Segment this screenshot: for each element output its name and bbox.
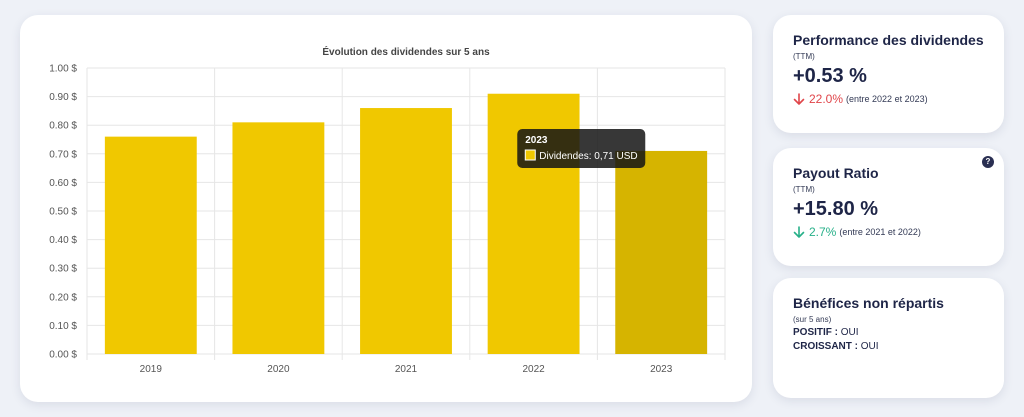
croissant-value: OUI [860, 341, 879, 352]
y-tick-label: 0.50 $ [49, 207, 77, 218]
payout-ratio-card: ? Payout Ratio (TTM) +15.80 % 2.7% (entr… [773, 148, 1004, 266]
x-tick-label: 2022 [522, 364, 545, 375]
croissant-label: CROISSANT : [793, 341, 858, 352]
dividend-performance-card: Performance des dividendes (TTM) +0.53 %… [773, 15, 1004, 133]
y-tick-label: 0.80 $ [49, 121, 77, 132]
chart-title: Évolution des dividendes sur 5 ans [322, 45, 490, 58]
performance-change-text: (entre 2022 et 2023) [846, 94, 928, 104]
retained-earnings-card: Bénéfices non répartis (sur 5 ans) POSIT… [773, 278, 1004, 398]
x-tick-label: 2021 [395, 364, 418, 375]
tooltip-label: Dividendes: 0,71 USD [539, 151, 637, 162]
y-tick-label: 1.00 $ [49, 64, 77, 75]
payout-change-value: 2.7% [809, 225, 837, 239]
y-tick-label: 0.70 $ [49, 149, 77, 160]
performance-value: +0.53 % [793, 65, 867, 87]
bar-2020 [232, 122, 325, 354]
y-tick-label: 0.10 $ [49, 321, 77, 332]
positif-value: OUI [840, 327, 859, 338]
retained-title: Bénéfices non répartis [793, 295, 944, 311]
performance-change: 22.0% (entre 2022 et 2023) [793, 92, 984, 106]
payout-subtitle: (TTM) [793, 185, 815, 194]
arrow-down-icon [793, 92, 805, 105]
croissant-row: CROISSANT : OUI [793, 341, 984, 352]
bar-2023 [615, 150, 708, 354]
tooltip-title: 2023 [525, 135, 548, 146]
payout-title: Payout Ratio [793, 165, 879, 181]
y-tick-label: 0.90 $ [49, 92, 77, 103]
dividend-bar-chart: Évolution des dividendes sur 5 ans 0.00 $… [49, 45, 726, 375]
tooltip-box [517, 129, 646, 168]
bar-2019 [104, 136, 197, 354]
dividend-chart-card: Évolution des dividendes sur 5 ans 0.00 $… [20, 15, 752, 402]
x-tick-label: 2020 [267, 364, 290, 375]
retained-subtitle: (sur 5 ans) [793, 315, 832, 324]
performance-title: Performance des dividendes [793, 32, 984, 48]
y-tick-label: 0.20 $ [49, 292, 77, 303]
x-tick-label: 2019 [140, 364, 163, 375]
bar-2021 [360, 108, 452, 354]
payout-value: +15.80 % [793, 198, 879, 220]
positif-row: POSITIF : OUI [793, 327, 984, 338]
positif-label: POSITIF : [793, 327, 838, 338]
arrow-down-icon [793, 225, 805, 238]
y-tick-label: 0.30 $ [49, 264, 77, 275]
help-icon[interactable]: ? [982, 156, 994, 168]
y-tick-label: 0.00 $ [49, 350, 77, 361]
performance-subtitle: (TTM) [793, 52, 815, 61]
x-tick-label: 2023 [650, 364, 673, 375]
performance-change-value: 22.0% [809, 92, 844, 106]
payout-change-text: (entre 2021 et 2022) [839, 227, 921, 237]
payout-change: 2.7% (entre 2021 et 2022) [793, 225, 984, 239]
y-tick-label: 0.40 $ [49, 235, 77, 246]
y-tick-label: 0.60 $ [49, 178, 77, 189]
tooltip-swatch [524, 149, 536, 161]
